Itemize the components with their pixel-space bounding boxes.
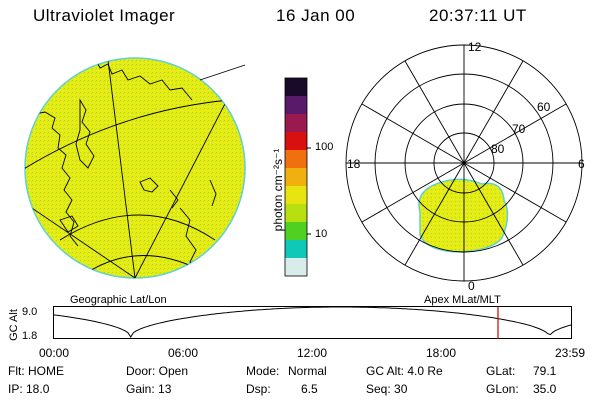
mode-label: Mode:	[246, 364, 280, 378]
geographic-caption: Geographic Lat/Lon	[70, 294, 167, 306]
time-tick-18: 18:00	[426, 346, 457, 360]
colorbar-band	[285, 204, 307, 223]
mlt-spoke	[463, 103, 567, 164]
colorbar-band	[285, 96, 307, 115]
longitude-line	[107, 59, 136, 278]
ip-status: IP: 18.0	[8, 382, 50, 396]
gc-altitude-status: GC Alt: 4.0 Re	[366, 364, 443, 378]
mlt-spoke	[463, 60, 524, 164]
sequence-status: Seq: 30	[366, 382, 408, 396]
flight-status: Flt: HOME	[8, 364, 64, 378]
auroral-image-disk	[24, 57, 246, 279]
door-status: Door: Open	[126, 364, 189, 378]
colorbar-band	[285, 240, 307, 259]
longitude-line	[199, 64, 246, 81]
colorbar-band	[285, 150, 307, 169]
intensity-colorbar	[284, 77, 311, 277]
time-tick-06: 06:00	[168, 346, 199, 360]
mlt-label-0: 0	[468, 279, 475, 293]
polar-mlt-plot	[345, 44, 583, 282]
mlt-label-18: 18	[347, 157, 361, 171]
colorbar-tick-10: 10	[315, 228, 328, 240]
colorbar-band	[285, 132, 307, 151]
glat-value: 79.1	[533, 364, 557, 378]
mlat-label-70: 70	[512, 122, 526, 136]
dsp-label: Dsp:	[246, 382, 271, 396]
glon-value: 35.0	[533, 382, 557, 396]
coastline	[29, 111, 79, 247]
coastline	[209, 179, 217, 207]
latitude-line	[25, 99, 231, 171]
glon-label: GLon:	[486, 382, 519, 396]
gain-status: Gain: 13	[126, 382, 172, 396]
mlt-spoke	[463, 162, 524, 266]
mlat-label-80: 80	[491, 142, 505, 156]
mlt-spoke	[361, 103, 465, 164]
coastline	[169, 189, 179, 209]
instrument-title: Ultraviolet Imager	[33, 6, 176, 25]
mlt-spoke	[361, 162, 465, 223]
latitude-line	[59, 214, 216, 241]
time-label: 20:37:11 UT	[429, 6, 527, 25]
colorbar-band	[285, 186, 307, 205]
altitude-plot	[52, 306, 572, 339]
colorbar-unit-label: photon cm⁻²s⁻¹	[271, 148, 285, 232]
mlat-label-60: 60	[537, 100, 551, 114]
geographic-map	[24, 57, 246, 279]
colorbar-band	[285, 258, 307, 277]
altitude-axis-label: GC Alt	[8, 309, 20, 341]
coastline	[75, 98, 95, 169]
latitude-line	[87, 255, 201, 273]
colorbar-band	[285, 114, 307, 133]
coastline	[94, 58, 193, 101]
apex-caption: Apex MLat/MLT	[424, 294, 501, 306]
colorbar-tick-100: 100	[315, 141, 334, 153]
altitude-tick-top: 9.0	[22, 306, 38, 318]
altitude-tick-bottom: 1.8	[22, 330, 38, 342]
mlt-label-6: 6	[578, 157, 585, 171]
mlt-spoke	[404, 162, 465, 266]
glat-label: GLat:	[486, 364, 516, 378]
date-label: 16 Jan 00	[276, 6, 356, 25]
mode-value: Normal	[288, 364, 327, 378]
altitude-curve	[52, 306, 572, 338]
longitude-line	[25, 199, 136, 278]
colorbar-band	[285, 222, 307, 241]
mlt-spoke	[404, 60, 465, 164]
colorbar-band	[285, 168, 307, 187]
coastline	[59, 215, 79, 233]
colorbar-band	[285, 78, 307, 97]
mlt-spoke	[463, 162, 567, 223]
coastline	[139, 177, 159, 193]
dsp-value: 6.5	[301, 382, 318, 396]
time-tick-00: 00:00	[39, 346, 70, 360]
time-tick-2359: 23:59	[555, 346, 586, 360]
time-tick-12: 12:00	[297, 346, 328, 360]
mlt-label-12: 12	[468, 40, 482, 54]
